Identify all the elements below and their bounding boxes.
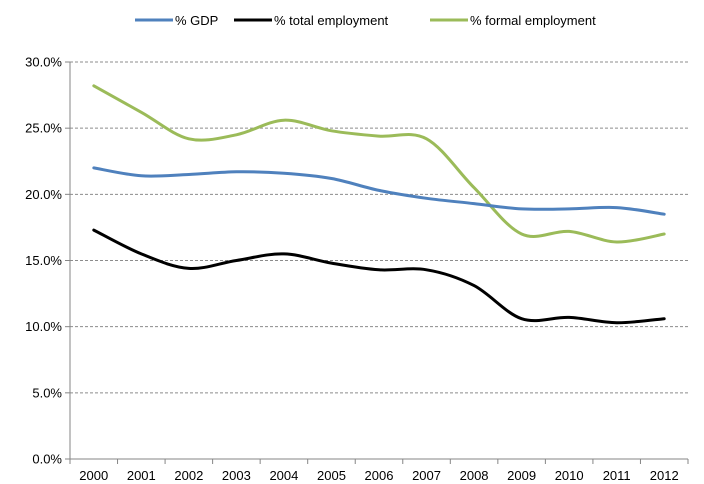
x-tick-label: 2002 xyxy=(174,468,203,483)
x-tick-label: 2011 xyxy=(603,468,631,483)
x-tick-label: 2008 xyxy=(460,468,489,483)
y-tick-label: 25.0% xyxy=(25,121,62,136)
legend-label: % formal employment xyxy=(470,13,596,28)
x-tick-label: 2007 xyxy=(412,468,441,483)
y-tick-label: 20.0% xyxy=(25,187,62,202)
x-tick-label: 2004 xyxy=(269,468,298,483)
x-tick-label: 2001 xyxy=(127,468,156,483)
y-tick-label: 15.0% xyxy=(25,253,62,268)
x-tick-label: 2000 xyxy=(79,468,108,483)
y-tick-label: 30.0% xyxy=(25,55,62,70)
chart-legend: % GDP % total employment % formal employme… xyxy=(135,13,596,28)
legend-label: % GDP xyxy=(175,13,218,28)
x-tick-label: 2003 xyxy=(222,468,251,483)
x-tick-label: 2006 xyxy=(365,468,394,483)
x-tick-label: 2009 xyxy=(507,468,536,483)
y-tick-label: 0.0% xyxy=(32,452,62,467)
y-tick-label: 5.0% xyxy=(32,385,62,400)
gridlines xyxy=(70,61,688,394)
series-line-pct-gdp xyxy=(92,166,666,216)
x-axis-ticks: 2000 2001 2002 2003 2004 2005 2006 2007 2008 2009… xyxy=(69,459,689,483)
series-line-pct-formal-employment xyxy=(92,84,666,244)
x-tick-label: 2010 xyxy=(555,468,584,483)
x-tick-label: 2005 xyxy=(317,468,346,483)
y-axis-ticks: 0.0% 5.0% 10.0% 15.0% 20.0% 25.0% 30.0% xyxy=(25,55,70,467)
y-tick-label: 10.0% xyxy=(25,319,62,334)
x-tick-label: 2012 xyxy=(650,468,679,483)
series-line-pct-total-employment xyxy=(92,228,666,325)
legend-label: % total employment xyxy=(274,13,389,28)
series-lines xyxy=(92,84,666,325)
